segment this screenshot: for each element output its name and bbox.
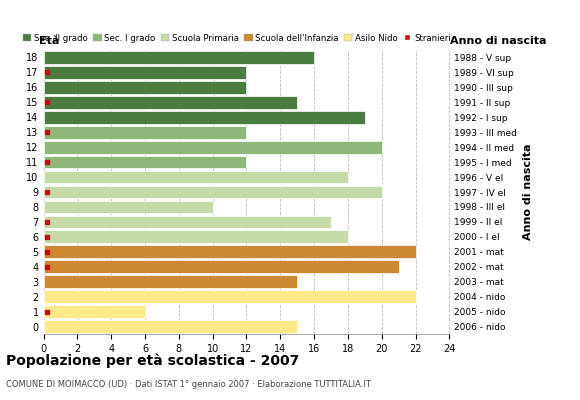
Text: Anno di nascita: Anno di nascita <box>450 36 547 46</box>
Bar <box>44 51 314 64</box>
Bar <box>44 216 331 228</box>
Bar <box>44 186 382 198</box>
Text: Età: Età <box>39 36 60 46</box>
Bar <box>44 246 416 258</box>
Bar <box>44 96 297 109</box>
Bar <box>44 171 348 184</box>
Text: COMUNE DI MOIMACCO (UD) · Dati ISTAT 1° gennaio 2007 · Elaborazione TUTTITALIA.I: COMUNE DI MOIMACCO (UD) · Dati ISTAT 1° … <box>6 380 371 389</box>
Bar <box>44 81 246 94</box>
Bar <box>44 156 246 168</box>
Y-axis label: Anno di nascita: Anno di nascita <box>523 144 533 240</box>
Bar <box>44 200 213 213</box>
Bar <box>44 320 297 333</box>
Bar <box>44 66 246 79</box>
Bar <box>44 111 365 124</box>
Bar <box>44 290 416 303</box>
Bar <box>44 260 398 273</box>
Text: Popolazione per età scolastica - 2007: Popolazione per età scolastica - 2007 <box>6 354 299 368</box>
Bar <box>44 141 382 154</box>
Bar <box>44 305 145 318</box>
Bar <box>44 126 246 138</box>
Bar <box>44 230 348 243</box>
Bar <box>44 275 297 288</box>
Legend: Sec. II grado, Sec. I grado, Scuola Primaria, Scuola dell'Infanzia, Asilo Nido, : Sec. II grado, Sec. I grado, Scuola Prim… <box>19 30 454 46</box>
